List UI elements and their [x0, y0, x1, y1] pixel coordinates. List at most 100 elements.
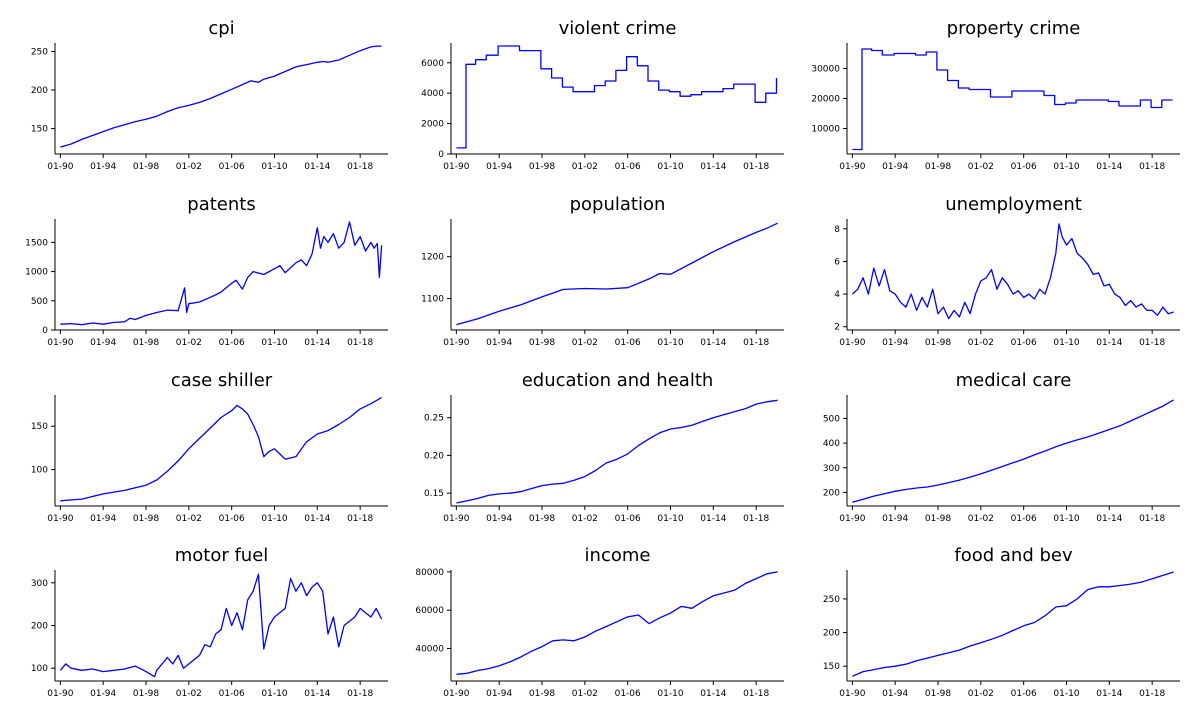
panel-title: medical care: [956, 370, 1072, 391]
x-tick-label: 01-98: [925, 338, 951, 348]
panel-2: property crime 01-90 01-94 01-98 01-02 01-06 0…: [811, 18, 1180, 172]
x-tick-label: 01-18: [1139, 689, 1165, 699]
panel-7: education and health 01-90 01-94 01-98 01-02…: [424, 370, 784, 524]
x-tick-label: 01-18: [743, 162, 769, 172]
x-tick-label: 01-90: [839, 689, 865, 699]
x-tick-label: 01-94: [882, 514, 908, 524]
x-tick-label: 01-94: [882, 689, 908, 699]
y-tick-label: 80000: [415, 568, 444, 578]
y-tick-label: 6000: [421, 59, 444, 69]
y-tick-label: 300: [823, 464, 840, 474]
y-tick-label: 200: [823, 488, 840, 498]
x-tick-label: 01-02: [968, 689, 994, 699]
y-tick-label: 1000: [25, 268, 48, 278]
x-tick-label: 01-98: [529, 338, 555, 348]
x-tick-label: 01-02: [968, 338, 994, 348]
y-tick-label: 6: [834, 257, 840, 267]
panel-3: patents 01-90 01-94 01-98 01-02 01-06 01-10 01-…: [25, 194, 388, 348]
series-line: [852, 48, 1173, 151]
x-tick-label: 01-10: [657, 689, 683, 699]
series-line: [60, 221, 383, 326]
y-tick-label: 20000: [811, 95, 840, 105]
x-tick-label: 01-94: [90, 162, 116, 172]
x-tick-label: 01-02: [572, 338, 598, 348]
series-line: [456, 222, 778, 326]
series-line: [60, 45, 382, 148]
x-tick-label: 01-94: [486, 689, 512, 699]
x-tick-label: 01-10: [657, 338, 683, 348]
y-tick-label: 1100: [421, 295, 444, 305]
x-tick-label: 01-10: [1053, 689, 1079, 699]
x-tick-label: 01-10: [261, 689, 287, 699]
x-tick-label: 01-06: [219, 162, 245, 172]
panel-5: unemployment 01-90 01-94 01-98 01-02 01-06 01-…: [834, 194, 1180, 348]
panel-11: food and bev 01-90 01-94 01-98 01-02 01-06 01-…: [823, 545, 1180, 699]
y-tick-label: 300: [31, 579, 48, 589]
x-tick-label: 01-98: [133, 162, 159, 172]
x-tick-label: 01-14: [700, 689, 726, 699]
y-tick-label: 2: [834, 323, 840, 333]
panel-10: income 01-90 01-94 01-98 01-02 01-06 01-10 01-1…: [415, 545, 784, 699]
x-tick-label: 01-14: [304, 514, 330, 524]
x-tick-label: 01-94: [90, 689, 116, 699]
x-tick-label: 01-02: [968, 162, 994, 172]
panel-9: motor fuel 01-90 01-94 01-98 01-02 01-06 01-10…: [31, 545, 388, 699]
panel-title: unemployment: [945, 194, 1082, 215]
x-tick-label: 01-14: [1096, 514, 1122, 524]
x-tick-label: 01-02: [572, 514, 598, 524]
panel-title: property crime: [947, 18, 1081, 39]
x-tick-label: 01-14: [1096, 689, 1122, 699]
x-tick-label: 01-90: [839, 162, 865, 172]
y-tick-label: 2000: [421, 120, 444, 130]
x-tick-label: 01-94: [90, 338, 116, 348]
x-tick-label: 01-06: [615, 162, 641, 172]
x-tick-label: 01-90: [443, 514, 469, 524]
x-tick-label: 01-18: [743, 689, 769, 699]
x-tick-label: 01-18: [1139, 514, 1165, 524]
x-tick-label: 01-02: [572, 689, 598, 699]
series-line: [456, 399, 778, 504]
x-tick-label: 01-10: [1053, 162, 1079, 172]
y-tick-label: 100: [31, 664, 48, 674]
x-tick-label: 01-94: [882, 338, 908, 348]
x-tick-label: 01-14: [304, 162, 330, 172]
panel-title: food and bev: [954, 545, 1073, 566]
x-tick-label: 01-14: [304, 338, 330, 348]
y-tick-label: 200: [823, 629, 840, 639]
y-tick-label: 150: [823, 662, 840, 672]
series-line: [852, 399, 1174, 503]
panel-1: violent crime 01-90 01-94 01-98 01-02 01-06 01…: [421, 18, 784, 172]
x-tick-label: 01-06: [219, 689, 245, 699]
y-tick-label: 1200: [421, 253, 444, 263]
x-tick-label: 01-10: [1053, 514, 1079, 524]
x-tick-label: 01-10: [261, 514, 287, 524]
y-tick-label: 0.15: [424, 489, 444, 499]
x-tick-label: 01-10: [261, 162, 287, 172]
x-tick-label: 01-06: [1011, 689, 1037, 699]
y-tick-label: 40000: [415, 644, 444, 654]
x-tick-label: 01-90: [443, 162, 469, 172]
y-tick-label: 200: [31, 86, 48, 96]
panel-title: cpi: [208, 18, 234, 39]
x-tick-label: 01-18: [743, 338, 769, 348]
x-tick-label: 01-10: [657, 162, 683, 172]
x-tick-label: 01-02: [968, 514, 994, 524]
x-tick-label: 01-94: [486, 514, 512, 524]
x-tick-label: 01-98: [925, 514, 951, 524]
y-tick-label: 0.20: [424, 451, 444, 461]
y-tick-label: 400: [823, 439, 840, 449]
y-tick-label: 250: [31, 47, 48, 57]
x-tick-label: 01-94: [882, 162, 908, 172]
x-tick-label: 01-94: [90, 514, 116, 524]
x-tick-label: 01-18: [347, 514, 373, 524]
panel-4: population 01-90 01-94 01-98 01-02 01-06 01-10…: [421, 194, 784, 348]
x-tick-label: 01-18: [1139, 338, 1165, 348]
x-tick-label: 01-02: [176, 338, 202, 348]
y-tick-label: 500: [31, 297, 48, 307]
x-tick-label: 01-98: [925, 689, 951, 699]
y-tick-label: 500: [823, 414, 840, 424]
x-tick-label: 01-02: [572, 162, 598, 172]
series-line: [852, 571, 1174, 677]
panel-title: income: [585, 545, 651, 566]
x-tick-label: 01-06: [1011, 162, 1037, 172]
